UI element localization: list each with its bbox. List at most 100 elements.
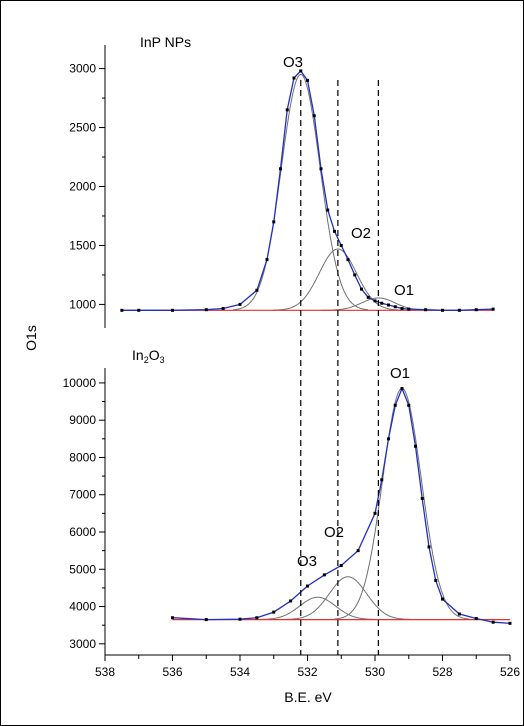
x-axis-label: B.E. eV <box>284 689 332 705</box>
bottom-data-point <box>441 597 444 601</box>
bottom-data-point <box>306 584 309 588</box>
bottom-data-point <box>255 616 259 620</box>
top-data-point <box>387 303 390 307</box>
top-data-point <box>366 295 370 299</box>
xtick-label: 532 <box>297 665 317 679</box>
bottom-data-point <box>171 616 174 620</box>
bottom-data-point <box>407 403 411 407</box>
top-data-point <box>221 307 225 311</box>
top-ytick-label: 1500 <box>69 238 96 252</box>
bottom-fit-envelope <box>172 386 511 624</box>
bottom-data-point <box>400 387 404 390</box>
top-data-point <box>171 308 174 312</box>
bottom-data-point <box>373 511 377 515</box>
top-data-point <box>285 108 289 112</box>
top-data-point <box>441 308 444 312</box>
title-sub-2: 2 <box>144 355 149 365</box>
top-data-point <box>346 258 350 262</box>
bottom-data-point <box>420 496 424 500</box>
bottom-data-point <box>322 573 326 577</box>
top-data-point <box>306 78 309 82</box>
top-ytick-label: 2000 <box>69 180 96 194</box>
top-data-point <box>360 287 363 291</box>
bottom-ytick-label: 6000 <box>69 525 96 539</box>
top-data-point <box>292 76 296 80</box>
xtick-label: 526 <box>500 665 520 679</box>
top-data-point <box>457 308 461 312</box>
bottom-data-point <box>356 549 360 553</box>
panel-inp-nps: 1000 1500 2000 2500 3000 InP NPs O3 O2 O1 <box>69 34 495 328</box>
bottom-ytick-label: 8000 <box>69 450 96 464</box>
top-data-point <box>255 288 259 292</box>
bottom-data-point <box>204 618 208 622</box>
bottom-data-point <box>393 403 397 407</box>
top-data-point <box>265 258 269 262</box>
bottom-data-point <box>508 621 512 625</box>
top-data-point <box>204 308 208 312</box>
top-data-point <box>491 307 495 311</box>
top-data-point <box>400 307 404 311</box>
top-ytick-label: 1000 <box>69 297 96 311</box>
bottom-data-point <box>238 617 242 621</box>
top-data-point <box>312 114 316 118</box>
bottom-data-point <box>414 444 417 448</box>
bottom-data-point <box>387 437 390 441</box>
top-peak-label-o3: O3 <box>283 54 303 71</box>
bottom-component-o1 <box>334 387 470 620</box>
top-data-point <box>339 243 343 247</box>
top-ytick-label: 3000 <box>69 62 96 76</box>
top-peak-label-o2: O2 <box>351 225 371 242</box>
top-data-point <box>120 308 124 312</box>
top-fit-envelope <box>121 69 494 311</box>
bottom-peak-label-o3: O3 <box>297 553 317 570</box>
top-data-point <box>380 301 384 305</box>
bottom-data-point <box>427 545 431 549</box>
top-data-point <box>353 273 357 277</box>
bottom-component-o3 <box>254 596 380 620</box>
bottom-data-point <box>339 564 343 568</box>
bottom-panel-title: In2O3 <box>132 347 165 365</box>
top-data-point <box>474 308 478 312</box>
bottom-data-point <box>380 478 384 482</box>
top-ytick-label: 2500 <box>69 121 96 135</box>
bottom-data-point <box>457 612 461 616</box>
top-data-point <box>326 208 330 212</box>
top-component-o2 <box>272 248 403 311</box>
top-data-point <box>319 167 323 171</box>
bottom-data-point <box>491 620 495 624</box>
title-sub-3: 3 <box>160 355 165 365</box>
bottom-ytick-label: 7000 <box>69 488 96 502</box>
bottom-component-o2 <box>282 576 414 620</box>
bottom-data-point <box>272 610 276 614</box>
bottom-data-point <box>289 599 293 603</box>
xtick-label: 536 <box>162 665 182 679</box>
top-data-point <box>137 308 141 312</box>
title-in: In <box>132 347 144 363</box>
top-data-point <box>272 220 276 224</box>
top-peak-label-o1: O1 <box>394 282 414 299</box>
top-data-point <box>238 302 242 306</box>
top-data-point <box>279 167 282 171</box>
xtick-label: 538 <box>95 665 115 679</box>
bottom-ytick-label: 9000 <box>69 413 96 427</box>
bottom-ytick-label: 3000 <box>69 637 96 651</box>
bottom-ytick-label: 5000 <box>69 562 96 576</box>
bottom-peak-label-o1: O1 <box>390 365 410 382</box>
top-data-point <box>333 229 336 233</box>
top-data-point <box>407 307 411 311</box>
bottom-ytick-label: 10000 <box>63 376 97 390</box>
top-data-point <box>424 308 428 312</box>
top-data-point <box>299 69 303 73</box>
panel-in2o3: 3000 4000 5000 6000 7000 8000 9000 10000 538 536… <box>63 347 521 679</box>
top-panel-title: InP NPs <box>140 34 191 50</box>
dashed-guides <box>300 80 379 655</box>
bottom-data-point <box>434 578 438 582</box>
bottom-ytick-label: 4000 <box>69 600 96 614</box>
top-data-point <box>373 299 377 303</box>
xtick-label: 534 <box>230 665 250 679</box>
bottom-data-point <box>474 616 478 620</box>
bottom-peak-label-o2: O2 <box>324 524 344 541</box>
xtick-label: 528 <box>432 665 452 679</box>
